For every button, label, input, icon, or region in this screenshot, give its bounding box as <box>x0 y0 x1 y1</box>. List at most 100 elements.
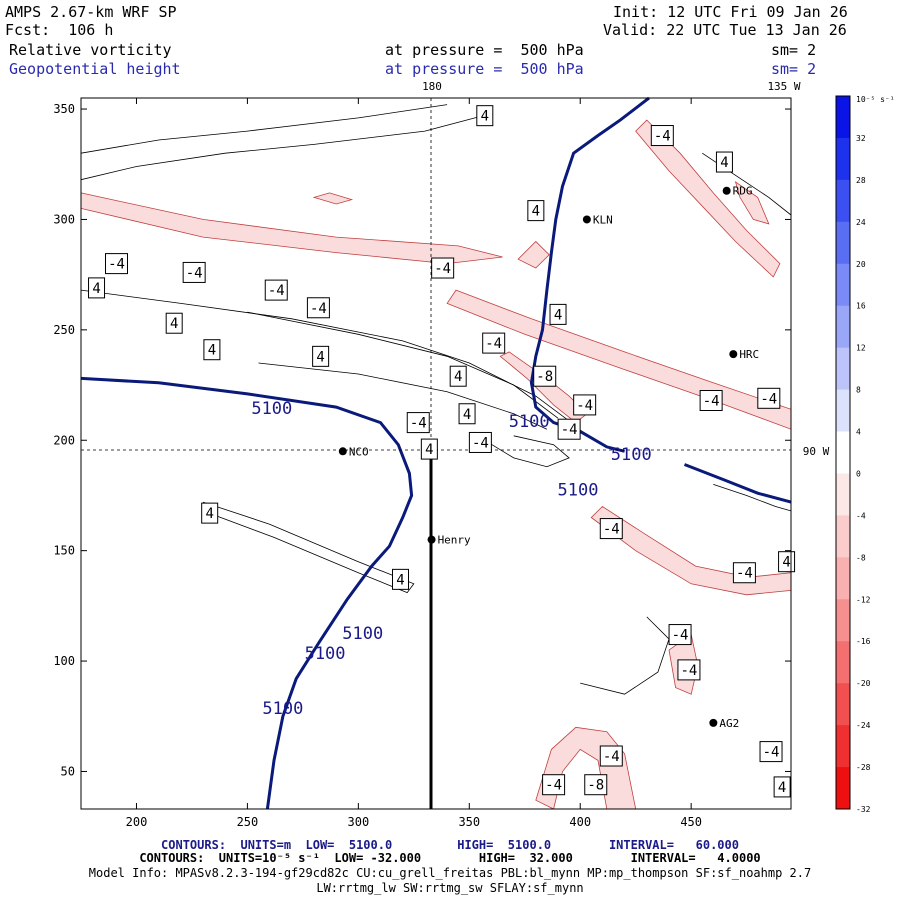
vorticity-label-box <box>201 502 219 524</box>
colorbar-segment <box>836 137 850 181</box>
station-dot <box>709 718 718 727</box>
plot-frame <box>80 97 792 810</box>
negative-vorticity-area <box>517 240 550 269</box>
colorbar-segment <box>836 96 850 139</box>
height-contour-5100 <box>80 376 414 810</box>
vorticity-label: 4 <box>778 780 786 796</box>
vorticity-label-box <box>88 277 106 299</box>
x-tick-label: 400 <box>569 815 591 829</box>
height-label: 5100 <box>342 624 383 644</box>
vorticity-label: -4 <box>603 522 620 538</box>
field2-name: Geopotential height <box>9 60 181 78</box>
colorbar-tick-label: -8 <box>856 553 866 562</box>
vorticity-label-box <box>773 776 791 798</box>
station-dot <box>338 447 347 456</box>
field1-level: at pressure = 500 hPa <box>385 41 584 59</box>
y-tick-label: 100 <box>53 654 75 668</box>
vorticity-label-box <box>449 365 467 387</box>
negative-vorticity-area <box>734 180 770 225</box>
vorticity-contour-line <box>484 435 570 468</box>
vorticity-label-box <box>420 438 438 460</box>
lon-90w-label: 90 W <box>803 445 830 458</box>
y-tick-label: 300 <box>53 212 75 226</box>
vorticity-label-box <box>468 431 492 453</box>
vorticity-contour-info: CONTOURS: UNITS=10⁻⁵ s⁻¹ LOW= -32.000 HI… <box>139 851 761 865</box>
vorticity-label: 4 <box>782 555 790 571</box>
vorticity-label-box <box>599 745 623 767</box>
vorticity-label: -4 <box>654 129 671 145</box>
vorticity-label: 4 <box>425 442 433 458</box>
vorticity-label-box <box>306 297 330 319</box>
vorticity-contour-line <box>202 501 415 594</box>
height-label: 5100 <box>509 412 550 432</box>
vorticity-label-box <box>677 659 701 681</box>
vorticity-label-box <box>699 390 723 412</box>
colorbar-segment <box>836 431 850 474</box>
axis-layer: 200 250 300 350 400 450 50 100 150 200 250 300 350 <box>53 98 791 829</box>
vorticity-contour-line <box>80 113 492 181</box>
negative-vorticity-area <box>80 192 503 265</box>
field1-smoothing: sm= 2 <box>771 41 817 59</box>
lon-180-label: 180 <box>422 80 442 93</box>
forecast-hour: Fcst: 106 h <box>5 21 114 39</box>
colorbar-unit: 10⁻⁵ s⁻¹ <box>856 95 895 104</box>
station-dot <box>582 215 591 224</box>
y-tick-label: 50 <box>61 764 75 778</box>
colorbar-tick-label: 28 <box>856 176 866 185</box>
colorbar-segment <box>836 557 850 600</box>
vorticity-label: 4 <box>205 506 213 522</box>
vorticity-contour-line <box>80 289 581 430</box>
colorbar-segment <box>836 347 850 391</box>
vorticity-label: -4 <box>485 336 502 352</box>
vorticity-label: -4 <box>736 566 753 582</box>
vorticity-label: -4 <box>108 257 125 273</box>
vorticity-label-box <box>458 403 476 425</box>
station-label: KLN <box>593 213 613 226</box>
x-tick-label: 350 <box>458 815 480 829</box>
vorticity-contour-line <box>713 484 792 512</box>
lon-135w-label: 135 W <box>767 80 800 93</box>
vorticity-label: 4 <box>554 307 562 323</box>
colorbar-tick-label: -20 <box>856 679 871 688</box>
vorticity-contour-line <box>580 616 670 695</box>
station-label: NCO <box>349 445 369 458</box>
vorticity-label: 4 <box>170 316 178 332</box>
vorticity-label-box <box>759 741 783 763</box>
colorbar-segment <box>836 263 850 307</box>
colorbar-tick-label: -24 <box>856 721 871 730</box>
vorticity-label: 4 <box>481 109 489 125</box>
colorbar-segment <box>836 305 850 349</box>
colorbar-tick-label: -28 <box>856 763 871 772</box>
vorticity-label: -4 <box>576 398 593 414</box>
vorticity-label: -4 <box>603 749 620 765</box>
height-label: 5100 <box>558 480 599 500</box>
model-info-physics: LW:rrtmg_lw SW:rrtmg_sw SFLAY:sf_mynn <box>316 881 584 895</box>
station-dot <box>427 535 436 544</box>
y-tick-label: 200 <box>53 433 75 447</box>
init-time: Init: 12 UTC Fri 09 Jan 26 <box>613 3 848 21</box>
station-dot <box>729 350 738 359</box>
vorticity-label-box <box>476 105 494 127</box>
valid-time: Valid: 22 UTC Tue 13 Jan 26 <box>603 21 847 39</box>
colorbar-frame <box>835 95 851 810</box>
colorbar-segment <box>836 389 850 433</box>
field1-name: Relative vorticity <box>9 41 172 59</box>
vorticity-label-box <box>557 418 581 440</box>
y-tick-label: 250 <box>53 323 75 337</box>
vorticity-label: -4 <box>545 778 562 794</box>
negative-vorticity-area <box>535 726 637 810</box>
vorticity-contour-line <box>247 311 559 419</box>
vorticity-label: -4 <box>410 416 427 432</box>
vorticity-label-box <box>105 253 128 275</box>
x-tick-label: 300 <box>348 815 370 829</box>
vorticity-label: 4 <box>454 369 462 385</box>
negative-vorticity-area <box>635 119 781 278</box>
vorticity-label: -4 <box>760 391 777 407</box>
colorbar-tick-label: -32 <box>856 805 871 814</box>
y-tick-label: 350 <box>53 102 75 116</box>
vorticity-label: -8 <box>587 778 604 794</box>
vorticity-label: 4 <box>316 349 324 365</box>
height-label: 5100 <box>305 644 346 664</box>
